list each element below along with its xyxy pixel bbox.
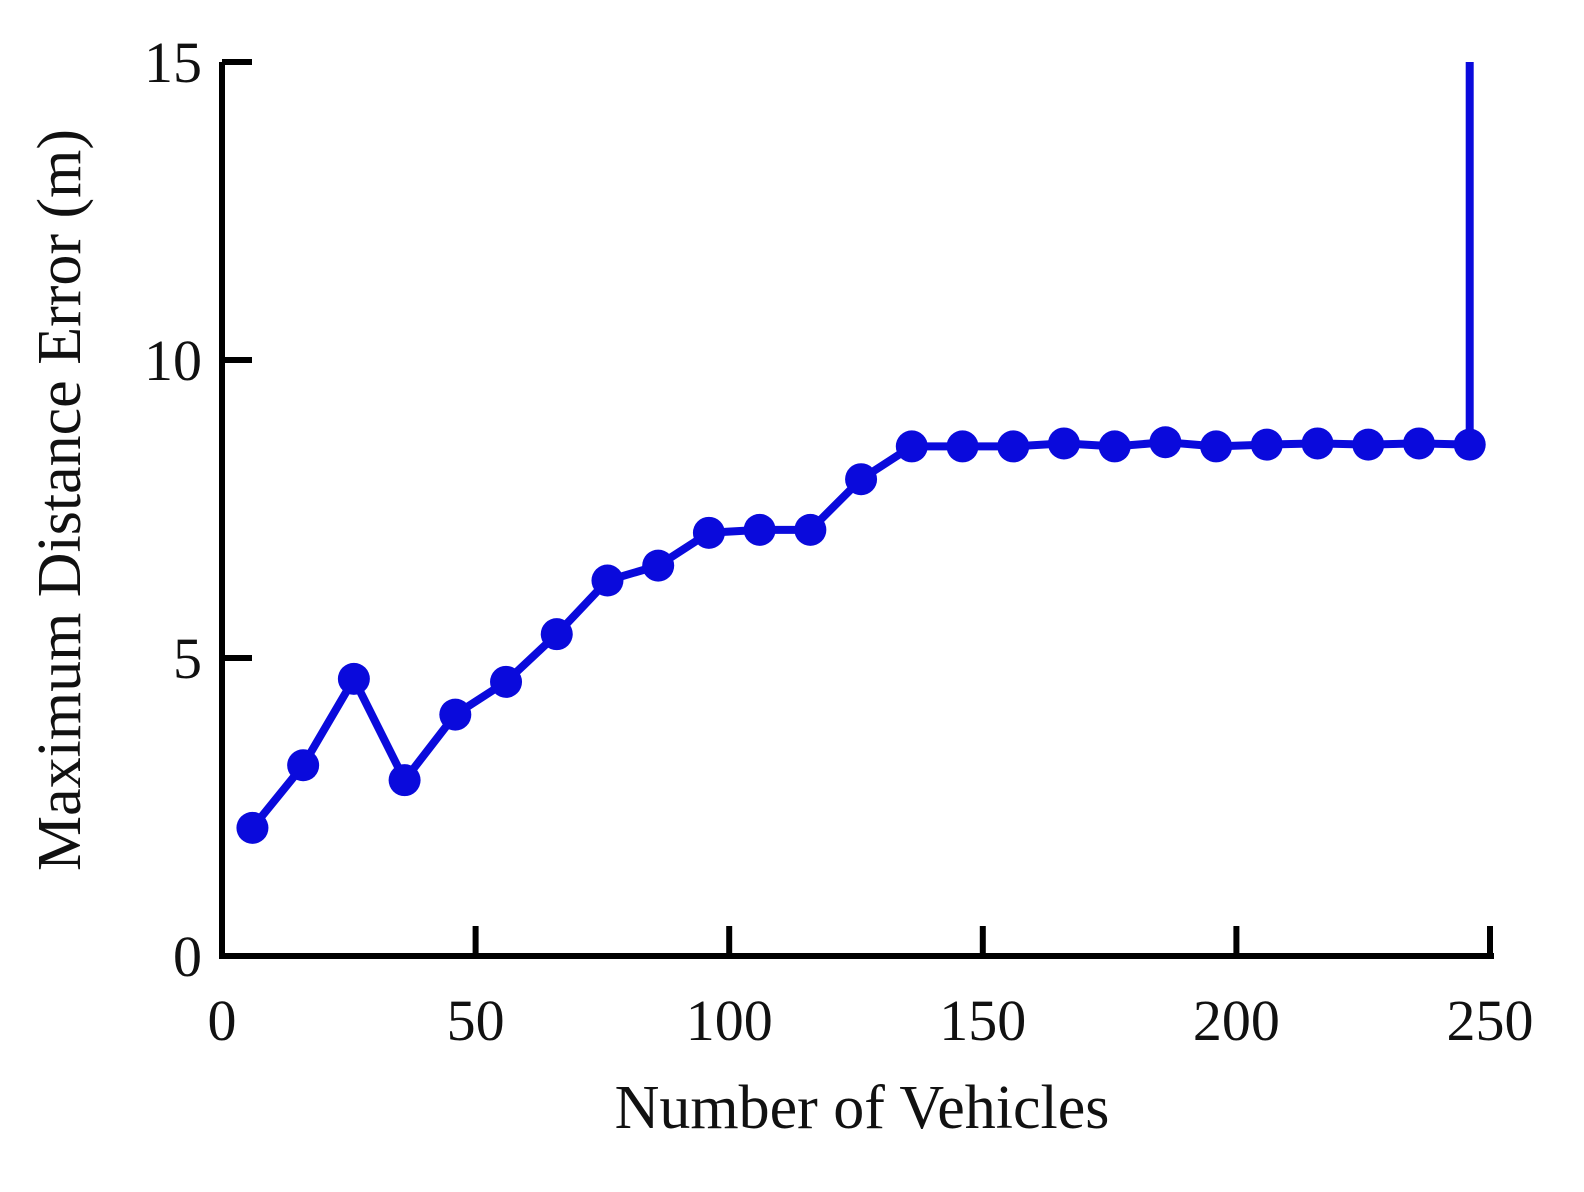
x-tick-label-100: 100 [686, 988, 773, 1053]
data-point [1149, 426, 1182, 459]
x-tick-label-50: 50 [447, 988, 505, 1053]
y-axis-title: Maximum Distance Error (m) [26, 129, 94, 871]
data-point [895, 430, 928, 463]
series-line-0 [249, 62, 1474, 831]
data-point [794, 513, 827, 546]
y-tick-label-10: 10 [144, 328, 202, 393]
data-point [1200, 430, 1233, 463]
data-point [337, 662, 370, 695]
data-point [946, 430, 979, 463]
tick-marks [222, 59, 1493, 956]
y-tick-label-0: 0 [173, 924, 202, 989]
data-point [743, 513, 776, 546]
axes [219, 62, 1494, 959]
data-point [1301, 427, 1334, 460]
x-tick-label-150: 150 [939, 988, 1026, 1053]
data-point [1098, 430, 1131, 463]
x-axis-title: Number of Vehicles [615, 1074, 1110, 1142]
data-point [1250, 428, 1283, 461]
data-point [388, 764, 421, 797]
data-point [642, 549, 675, 582]
x-tick-label-250: 250 [1447, 988, 1534, 1053]
data-point [591, 564, 624, 597]
data-point [692, 516, 725, 549]
data-point [845, 463, 878, 496]
x-tick-label-200: 200 [1193, 988, 1280, 1053]
data-point [1047, 427, 1080, 460]
data-point [997, 430, 1030, 463]
data-point [439, 698, 472, 731]
tick-labels: 0 50 100 150 200 250 0 5 10 15 [144, 30, 1534, 1053]
y-tick-label-5: 5 [173, 626, 202, 691]
data-point [1352, 428, 1385, 461]
data-point [490, 665, 523, 698]
x-tick-label-0: 0 [208, 988, 237, 1053]
series-group [236, 62, 1486, 844]
y-tick-label-15: 15 [144, 30, 202, 95]
data-point [1453, 428, 1486, 461]
data-point [1402, 427, 1435, 460]
data-point [540, 618, 573, 651]
data-point [287, 749, 320, 782]
data-point [236, 811, 269, 844]
